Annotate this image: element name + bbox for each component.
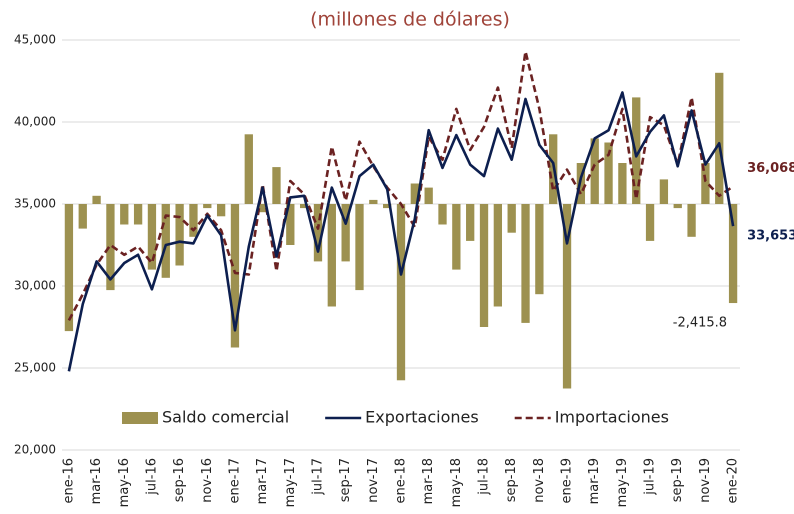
bar [327,204,336,307]
bar [479,204,489,327]
bar [535,204,544,295]
bar [189,204,198,237]
bar [618,163,627,204]
legend-swatch [122,412,158,424]
dashed-line [67,50,734,322]
x-tick-label: mar-19 [587,458,602,504]
x-tick-label: ene-16 [61,458,76,503]
bar [493,204,503,307]
bar [92,195,101,204]
legend-label: Saldo comercial [162,408,289,427]
y-tick-label: 40,000 [14,115,56,129]
bar [715,72,724,204]
bar [659,179,669,204]
legend-label: Importaciones [555,408,669,427]
x-tick-label: sep-17 [338,458,353,502]
bar [701,163,710,204]
bar [452,204,461,270]
y-tick-label: 45,000 [14,33,56,47]
bar [673,204,682,209]
line [67,91,735,372]
bar [216,204,226,217]
x-tick-label: may-17 [283,458,298,507]
bar [466,204,475,241]
x-tick-label: nov-16 [200,458,215,503]
bar [147,204,157,270]
x-tick-label: may-16 [117,458,132,507]
bar [355,204,364,291]
bar [410,183,419,204]
y-tick-label: 30,000 [14,279,56,293]
bar [120,204,129,225]
bar [258,204,267,213]
bar [106,204,115,291]
x-tick-label: may-18 [449,458,464,507]
bar [203,204,212,209]
bar [161,204,170,278]
x-tick-label: nov-19 [698,458,713,503]
data-label: 33,653.1 [747,229,794,244]
bar [341,204,350,262]
bar [299,204,309,209]
x-tick-label: sep-18 [504,458,519,502]
x-tick-label: ene-19 [560,458,575,503]
bar [604,142,613,204]
x-tick-label: jul-19 [643,458,658,496]
bar [396,204,406,381]
bar [78,204,87,229]
chart-title: (millones de dólares) [310,9,510,31]
x-tick-label: mar-17 [255,458,270,504]
x-tick-label: jul-16 [144,458,159,496]
bar [687,204,696,237]
bar [424,187,433,204]
x-tick-label: mar-18 [421,458,436,504]
bar [369,199,378,204]
bar [383,204,392,209]
y-tick-label: 25,000 [14,361,56,375]
bar [133,204,143,225]
bar [521,204,530,323]
y-tick-label: 20,000 [14,443,56,457]
bar [313,204,323,262]
x-tick-label: sep-16 [172,458,187,502]
bar [562,204,572,389]
x-tick-label: jul-18 [477,458,492,496]
bar [286,204,295,245]
bar [230,204,240,348]
bar [507,204,516,233]
x-tick-label: ene-20 [726,458,741,503]
bar [645,204,655,241]
bar [272,167,281,204]
bar [175,204,184,266]
bar [244,134,253,204]
x-tick-label: may-19 [615,458,630,507]
x-tick-label: jul-17 [310,458,325,496]
x-tick-label: ene-18 [394,458,409,503]
bar [728,204,738,304]
x-tick-label: ene-17 [227,458,242,503]
x-tick-label: nov-18 [532,458,547,503]
bar [438,204,447,225]
x-tick-label: mar-16 [89,458,104,504]
bar [64,204,74,332]
legend-label: Exportaciones [365,408,479,427]
x-tick-label: nov-17 [366,458,381,503]
x-tick-label: sep-19 [670,458,685,502]
y-tick-label: 35,000 [14,197,56,211]
data-label: 36,068.9 [747,161,794,176]
data-label: -2,415.8 [673,316,727,331]
bar [590,138,599,204]
